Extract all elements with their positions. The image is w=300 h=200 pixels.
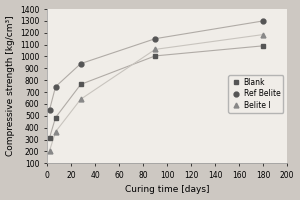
Line: Belite I: Belite I bbox=[47, 32, 266, 153]
Ref Belite bbox=[48, 109, 51, 111]
Ref Belite bbox=[79, 62, 83, 65]
Belite I bbox=[48, 150, 51, 152]
Blank bbox=[261, 45, 265, 47]
Legend: Blank, Ref Belite, Belite I: Blank, Ref Belite, Belite I bbox=[228, 75, 284, 113]
Belite I bbox=[153, 48, 157, 51]
Blank bbox=[48, 137, 51, 139]
Ref Belite bbox=[261, 20, 265, 22]
Line: Blank: Blank bbox=[47, 43, 266, 140]
Ref Belite bbox=[54, 86, 57, 88]
Blank bbox=[79, 83, 83, 86]
Blank bbox=[54, 116, 57, 119]
Blank bbox=[153, 55, 157, 57]
X-axis label: Curing time [days]: Curing time [days] bbox=[125, 185, 209, 194]
Belite I bbox=[54, 131, 57, 133]
Y-axis label: Compressive strength [kg/cm³]: Compressive strength [kg/cm³] bbox=[6, 16, 15, 156]
Ref Belite bbox=[153, 38, 157, 40]
Belite I bbox=[79, 98, 83, 100]
Belite I bbox=[261, 33, 265, 36]
Line: Ref Belite: Ref Belite bbox=[47, 18, 266, 112]
